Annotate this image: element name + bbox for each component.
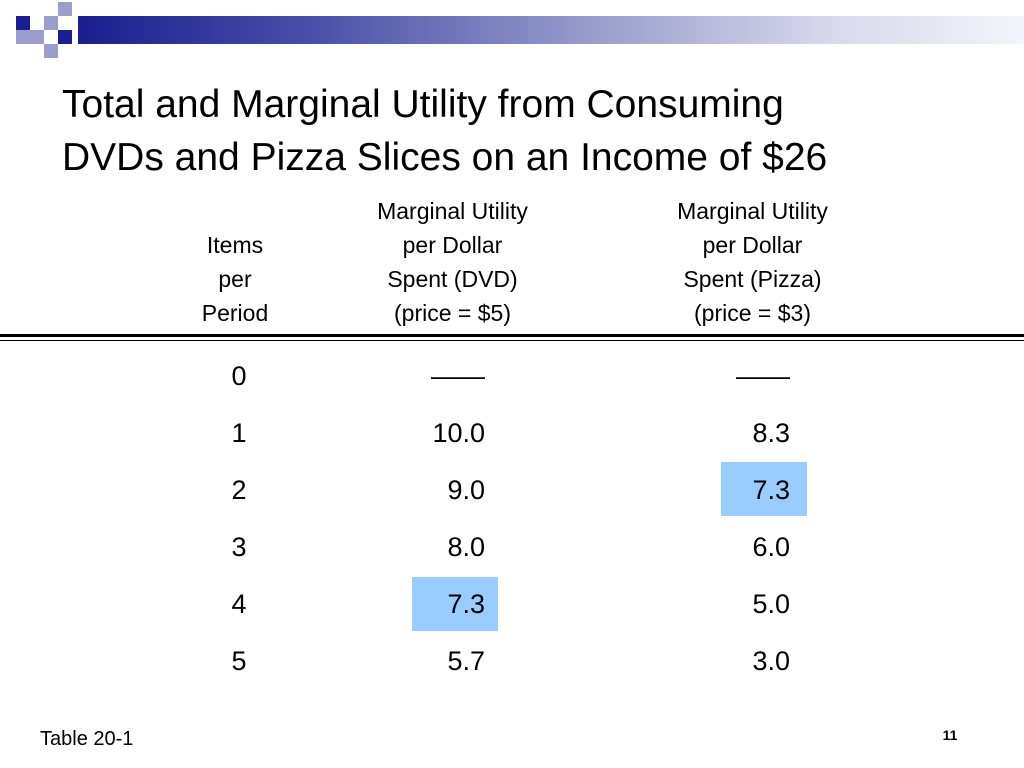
table-rule: [0, 334, 1024, 337]
page-number: 11: [942, 727, 958, 743]
highlight-dvd-row-4: [412, 577, 498, 631]
header-line: Marginal Utility: [677, 198, 828, 224]
decor-square: [44, 44, 58, 58]
table-caption: Table 20-1: [40, 728, 134, 750]
cell-pizza: 7.3: [752, 475, 790, 505]
cell-items: 2: [231, 475, 247, 505]
header-line: per Dollar: [702, 232, 803, 258]
decor-square: [44, 16, 58, 30]
decor-square: [58, 30, 72, 44]
cell-pizza: 6.0: [752, 532, 790, 562]
header-dvd: Marginal Utility per Dollar Spent (DVD) …: [345, 194, 560, 330]
decor-square: [16, 30, 30, 44]
header-line: Spent (DVD): [387, 266, 518, 292]
cell-pizza: 5.0: [752, 589, 790, 619]
header-pizza: Marginal Utility per Dollar Spent (Pizza…: [645, 194, 860, 330]
decor-square: [44, 30, 58, 44]
header-line: Marginal Utility: [377, 198, 528, 224]
cell-items: 5: [231, 646, 247, 676]
decor-square: [30, 16, 44, 30]
cell-items: 4: [231, 589, 247, 619]
cell-pizza: 8.3: [752, 418, 790, 448]
highlight-pizza-row-2: [721, 462, 807, 516]
header-line: Items: [206, 232, 264, 258]
decor-square: [30, 30, 44, 44]
cell-pizza: 3.0: [752, 646, 790, 676]
cell-dvd: 9.0: [447, 475, 485, 505]
header-line: (price = $3): [694, 300, 811, 326]
decor-square: [16, 16, 30, 30]
header-line: Period: [201, 300, 269, 326]
table-rule: [0, 340, 1024, 341]
decor-band: [78, 16, 1024, 44]
cell-items: 0: [231, 361, 247, 391]
cell-dvd: 7.3: [447, 589, 485, 619]
cell-pizza: ——: [736, 361, 790, 391]
cell-dvd: 10.0: [432, 418, 485, 448]
decor-square: [30, 44, 44, 58]
header-items: Items per Period: [170, 228, 300, 330]
cell-dvd: 5.7: [447, 646, 485, 676]
cell-items: 3: [231, 532, 247, 562]
slide-title: Total and Marginal Utility from Consumin…: [62, 78, 1002, 184]
cell-dvd: ——: [431, 361, 485, 391]
cell-items: 1: [231, 418, 247, 448]
header-line: per Dollar: [402, 232, 503, 258]
header-line: per: [218, 266, 252, 292]
decor-square: [58, 2, 72, 16]
cell-dvd: 8.0: [447, 532, 485, 562]
title-line: Total and Marginal Utility from Consumin…: [62, 83, 784, 126]
title-line: DVDs and Pizza Slices on an Income of $2…: [62, 136, 828, 179]
header-line: (price = $5): [394, 300, 511, 326]
header-line: Spent (Pizza): [683, 266, 822, 292]
